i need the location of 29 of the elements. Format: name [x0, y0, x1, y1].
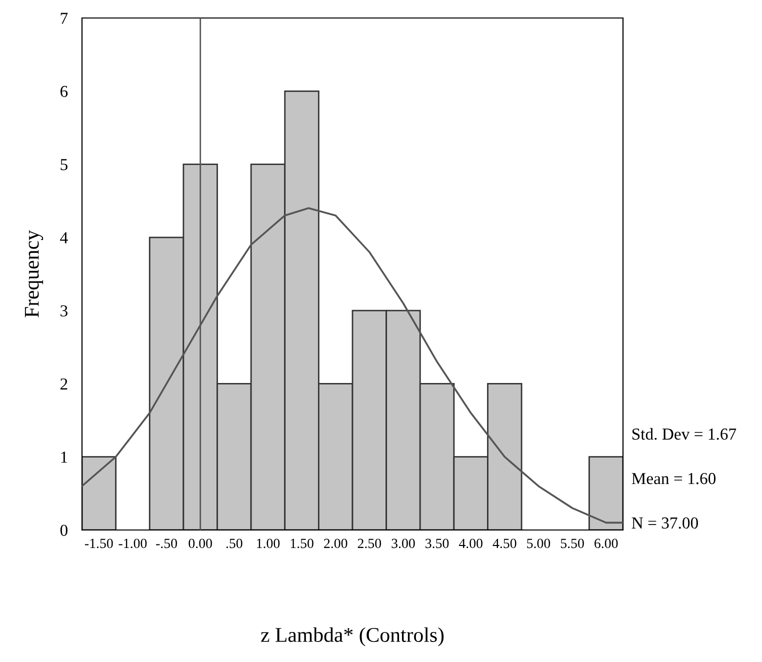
text: Mean = 1.60	[632, 472, 716, 484]
y-tick-label: 4	[60, 232, 68, 244]
x-tick-label: -.50	[156, 538, 177, 548]
x-tick-label: 1.50	[290, 538, 314, 548]
y-tick-label: 1	[61, 452, 68, 463]
x-tick-label: 4.00	[458, 538, 482, 548]
x-tick-label: 3.00	[392, 538, 415, 548]
x-tick-label: 6.00	[594, 538, 618, 548]
y-tick-label: 0	[60, 524, 68, 536]
x-tick-label: 2.00	[324, 538, 348, 548]
x-tick-label: .50	[226, 538, 242, 548]
y-tick-label: 2	[60, 378, 68, 390]
y-tick-label: 6	[60, 86, 68, 98]
x-tick-label: 3.50	[426, 538, 449, 548]
x-axis-title: z Lambda* (Controls)	[261, 627, 444, 646]
text: Std. Dev = 1.67	[632, 428, 736, 440]
y-tick-label: 3	[60, 305, 68, 317]
x-tick-label: -1.50	[84, 538, 113, 548]
x-tick-label: 1.00	[257, 538, 280, 548]
y-axis-title: Frequency	[24, 230, 44, 318]
y-tick-label: 7	[60, 12, 68, 24]
y-tick-label: 5	[60, 159, 68, 170]
x-tick-label: 4.50	[492, 538, 516, 548]
x-tick-label: 0.00	[188, 538, 212, 548]
x-tick-label: 5.50	[560, 538, 584, 548]
x-tick-label: 5.00	[527, 538, 550, 548]
x-tick-label: 2.50	[358, 538, 382, 548]
x-tick-label: -1.00	[118, 538, 147, 548]
text: N = 37.00	[632, 517, 698, 529]
